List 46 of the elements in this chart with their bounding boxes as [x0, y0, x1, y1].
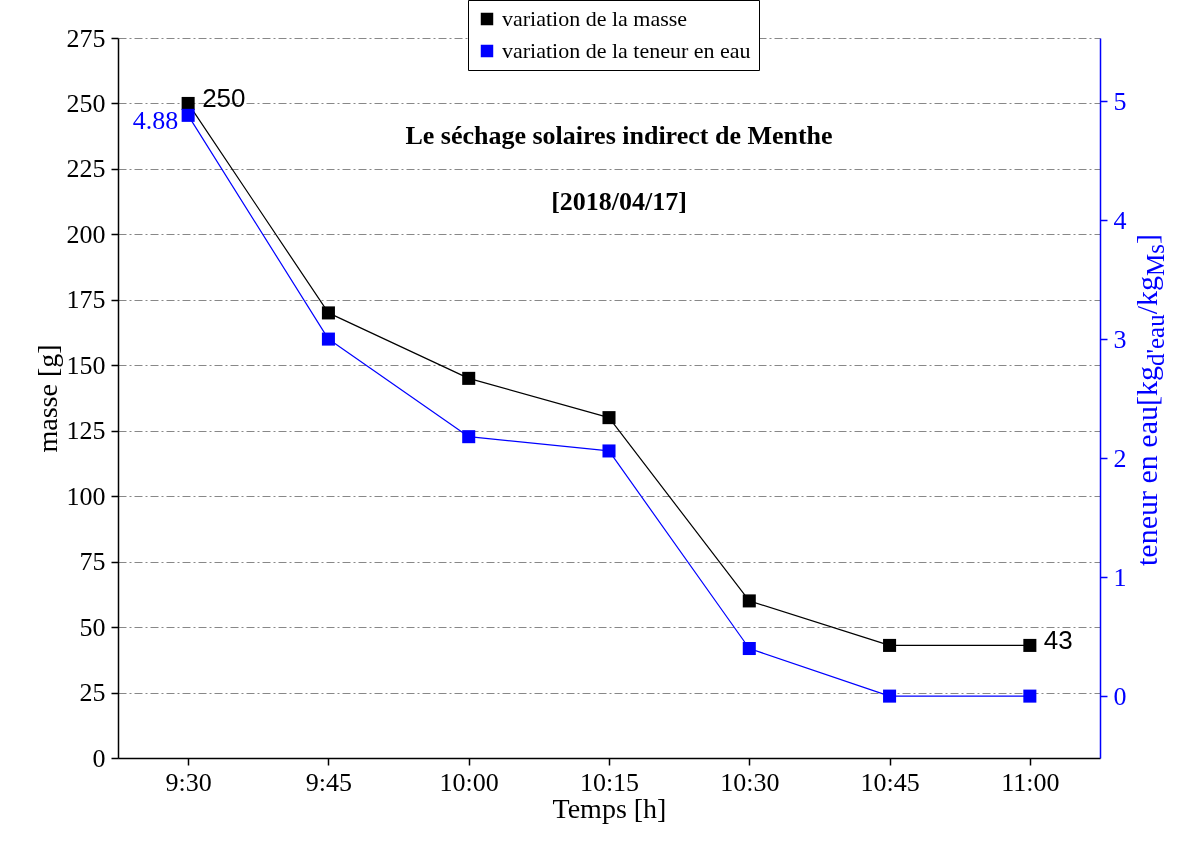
- data-label: 4.88: [132, 106, 179, 136]
- x-tick-label: 9:45: [305, 767, 353, 797]
- y-tick-label: 175: [66, 285, 106, 315]
- point: [1023, 638, 1037, 652]
- text: Le séchage solaires indirect de Menthe: [405, 120, 833, 150]
- x-tick-label: 11:00: [1001, 767, 1060, 797]
- y2-tick-label: 0: [1113, 681, 1127, 711]
- x-tick-label: 10:30: [720, 767, 780, 797]
- y-tick-label: 150: [66, 350, 106, 380]
- y-tick-label: 0: [92, 743, 106, 773]
- point: [883, 638, 897, 652]
- point: [883, 689, 897, 703]
- y-tick-label: 50: [79, 612, 106, 642]
- point: [321, 306, 335, 320]
- point: [1023, 689, 1037, 703]
- point: [181, 108, 195, 122]
- y-tick-label: 100: [66, 481, 106, 511]
- y2-tick-label: 2: [1113, 443, 1127, 473]
- y-tick-label: 275: [66, 23, 106, 53]
- y-tick-label: 125: [66, 416, 106, 446]
- y2-tick-label: 4: [1113, 205, 1127, 235]
- y-tick-label: 250: [66, 88, 106, 118]
- legend-label: variation de la masse: [502, 6, 688, 31]
- y-axis-title: masse [g]: [31, 344, 63, 453]
- y2-tick-label: 3: [1113, 324, 1127, 354]
- point: [462, 371, 476, 385]
- y2-tick-label: 1: [1113, 562, 1127, 592]
- point: [602, 411, 616, 425]
- x-tick-label: 10:00: [439, 767, 499, 797]
- legend-label: variation de la teneur en eau: [502, 38, 751, 63]
- y-tick-label: 225: [66, 154, 106, 184]
- point: [181, 96, 195, 110]
- data-label: 43: [1043, 625, 1073, 656]
- point: [742, 594, 756, 608]
- data-label: 250: [202, 83, 246, 114]
- y2-tick-label: 5: [1113, 86, 1127, 116]
- point: [742, 641, 756, 656]
- point: [321, 332, 335, 346]
- point: [462, 430, 476, 444]
- y-tick-label: 25: [79, 678, 106, 708]
- y-tick-label: 75: [79, 547, 106, 577]
- x-tick-label: 9:30: [165, 767, 212, 797]
- y-tick-label: 200: [66, 219, 106, 249]
- x-tick-label: 10:45: [860, 767, 920, 797]
- point: [602, 444, 616, 458]
- text: [2018/04/17]: [551, 186, 687, 216]
